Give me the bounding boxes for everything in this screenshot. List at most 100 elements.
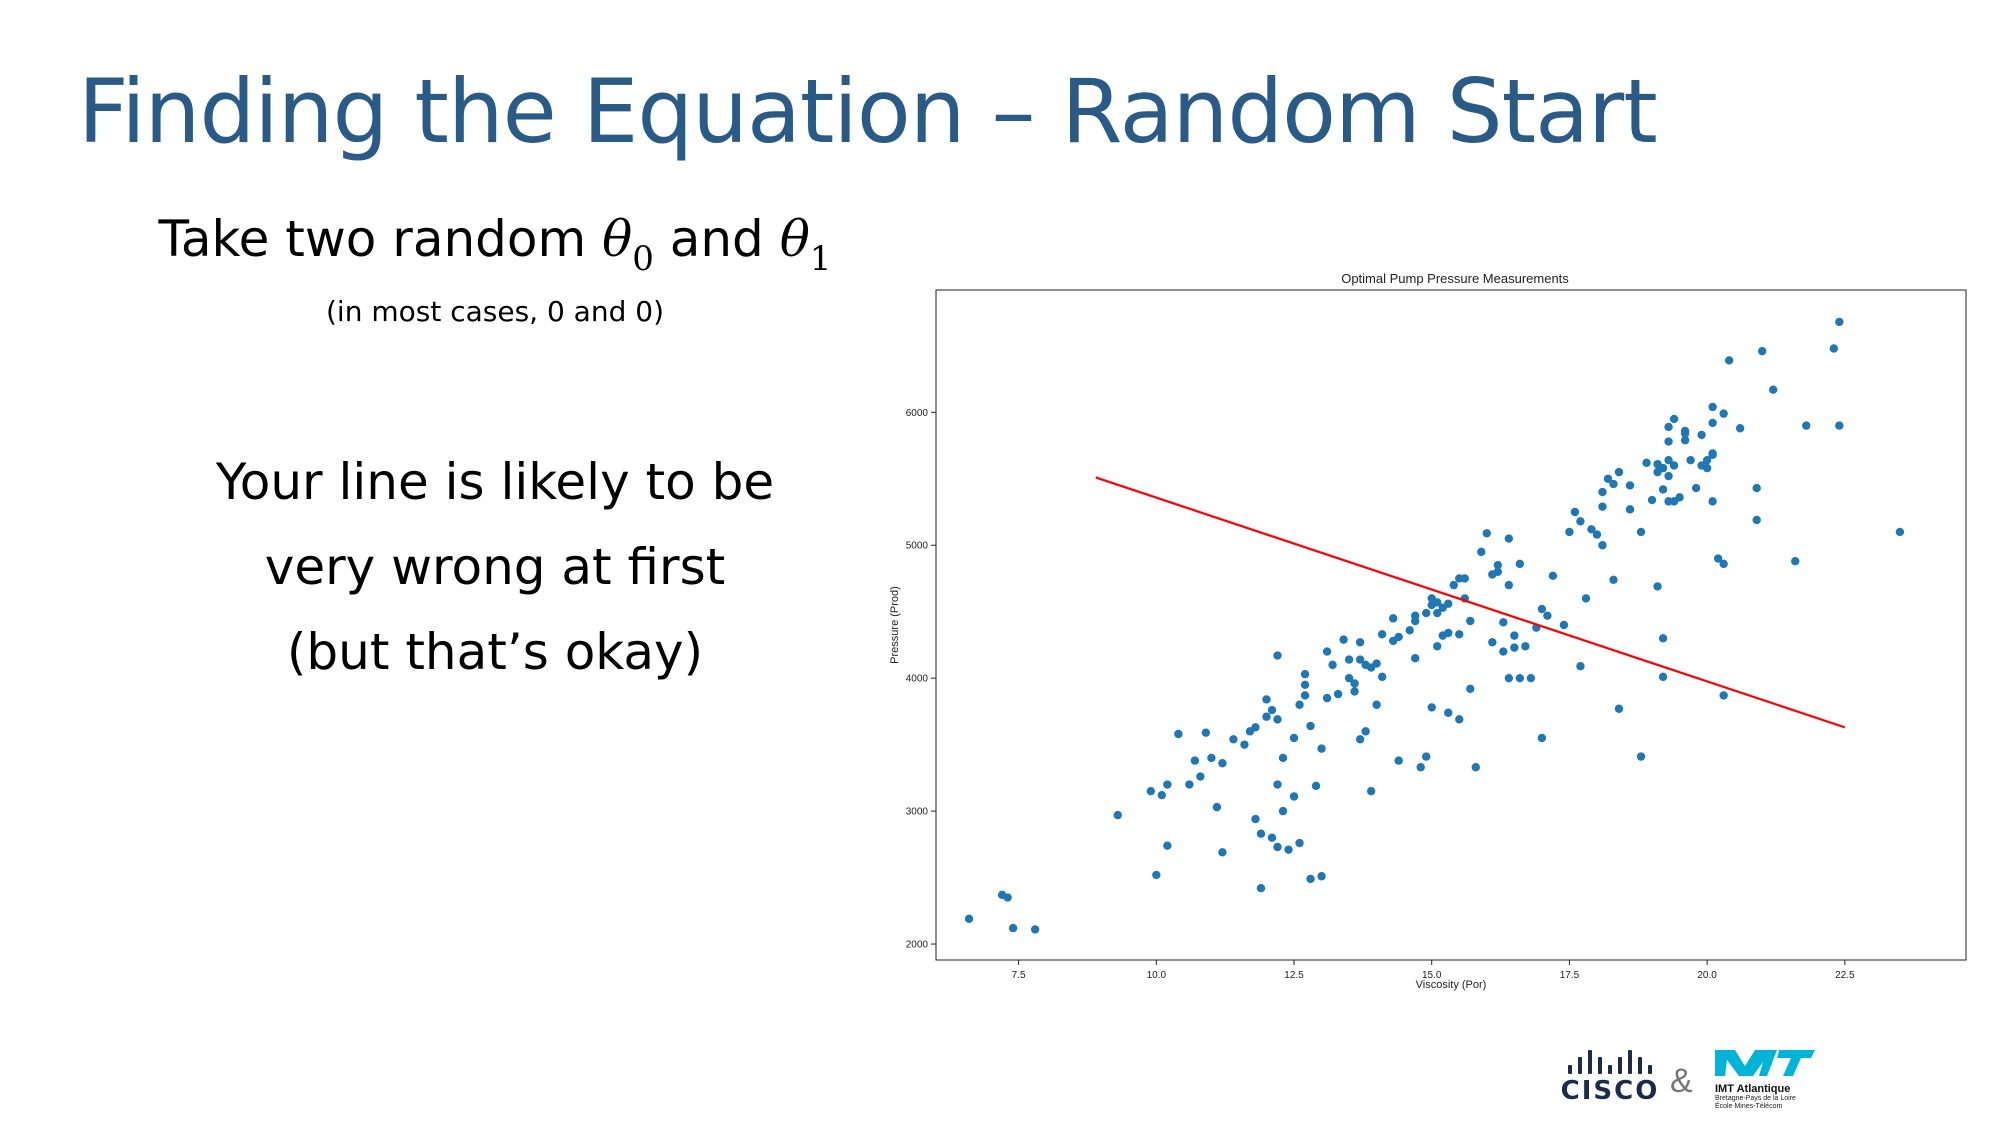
data-point — [1669, 414, 1679, 424]
data-point — [1262, 695, 1271, 704]
data-point — [1455, 715, 1464, 724]
data-point — [1752, 515, 1761, 525]
data-point — [1702, 463, 1712, 473]
scatter-chart: Optimal Pump Pressure Measurements 7.5 10… — [889, 271, 1967, 991]
data-point — [1300, 680, 1310, 690]
data-point — [1416, 763, 1425, 772]
x-tick-label: 12.5 — [1284, 970, 1304, 981]
data-point — [1471, 763, 1480, 772]
data-point — [1008, 923, 1018, 933]
imt-atlantique-logo: IMT Atlantique Bretagne-Pays de la Loire… — [1715, 1050, 1835, 1111]
data-point — [1366, 786, 1376, 796]
data-point — [1598, 541, 1607, 550]
data-point — [1708, 402, 1717, 412]
data-point — [1256, 884, 1266, 893]
data-point — [1548, 571, 1558, 581]
data-point — [1278, 753, 1288, 763]
data-point — [1405, 626, 1414, 635]
data-point — [1466, 684, 1475, 694]
data-point — [1664, 455, 1673, 465]
data-point — [1570, 507, 1580, 517]
data-point — [1422, 608, 1431, 618]
data-point — [1565, 527, 1574, 537]
data-point — [964, 914, 974, 923]
data-point — [1510, 643, 1519, 652]
data-point — [1295, 838, 1304, 848]
note-text: (in most cases, 0 and 0) — [325, 295, 664, 328]
lead-prefix: Take two random — [158, 210, 603, 268]
chart-title: Optimal Pump Pressure Measurements — [1341, 271, 1569, 286]
data-point — [1251, 814, 1260, 824]
cisco-bars-icon — [1560, 1050, 1660, 1074]
data-point — [1174, 729, 1183, 739]
data-point — [1410, 611, 1420, 620]
imt-sub-line-2: École Mines-Télécom — [1715, 1103, 1783, 1110]
data-point — [1300, 669, 1310, 679]
imt-mark-icon — [1715, 1050, 1815, 1076]
data-point — [1493, 567, 1503, 577]
data-point — [1196, 772, 1205, 781]
data-point — [1333, 689, 1343, 699]
data-point — [1526, 673, 1536, 683]
data-point — [1636, 527, 1646, 537]
data-point — [1702, 455, 1712, 465]
data-point — [1444, 599, 1453, 608]
data-point — [1394, 756, 1403, 765]
data-point — [1212, 802, 1222, 812]
data-point — [1306, 874, 1315, 884]
data-point — [1642, 458, 1651, 468]
data-point — [1614, 704, 1624, 713]
data-point — [1719, 559, 1728, 569]
data-point — [1658, 485, 1668, 494]
slide-title: Finding the Equation – Random Start — [78, 60, 1658, 163]
data-points — [964, 317, 1905, 934]
data-point — [1355, 735, 1365, 744]
regression-line-group — [1095, 476, 1846, 729]
data-point — [1482, 529, 1492, 538]
data-point — [1003, 893, 1012, 902]
data-point — [1708, 450, 1717, 460]
data-point — [1152, 870, 1161, 880]
data-point — [1273, 651, 1282, 660]
data-point — [1377, 672, 1387, 682]
data-point — [1581, 594, 1591, 603]
y-tick-label: 6000 — [906, 408, 929, 419]
data-point — [1504, 673, 1514, 683]
data-point — [1361, 727, 1370, 736]
theta-1: θ1 — [779, 210, 832, 279]
data-point — [1449, 580, 1458, 590]
data-point — [1251, 723, 1260, 732]
data-point — [1499, 618, 1508, 627]
data-point — [1488, 638, 1497, 647]
data-point — [1603, 474, 1613, 483]
data-point — [1322, 647, 1332, 656]
data-point — [1289, 792, 1299, 801]
data-point — [1262, 712, 1271, 721]
cisco-logo: CISCO — [1560, 1050, 1660, 1106]
data-point — [1499, 647, 1508, 656]
data-point — [1433, 598, 1442, 607]
data-point — [1708, 418, 1717, 428]
data-point — [1664, 471, 1673, 481]
data-point — [1515, 559, 1525, 569]
data-point — [1609, 575, 1618, 585]
data-point — [1835, 317, 1844, 327]
data-point — [1311, 781, 1321, 791]
data-point — [1229, 735, 1238, 744]
body-line-2: very wrong at first — [264, 538, 726, 596]
data-point — [1295, 700, 1304, 709]
data-point — [1218, 759, 1227, 768]
axis-ticks: 7.5 10.0 12.5 15.0 17.5 20.0 22.5 2000 3000 4000 5… — [906, 408, 1855, 981]
x-tick-label: 20.0 — [1697, 970, 1717, 981]
data-point — [1658, 463, 1668, 473]
data-point — [1543, 611, 1552, 620]
cisco-wordmark: CISCO — [1560, 1076, 1660, 1106]
data-point — [1163, 780, 1172, 789]
y-tick-label: 4000 — [906, 674, 929, 685]
data-point — [1769, 385, 1778, 394]
data-point — [1664, 437, 1673, 446]
data-point — [1510, 631, 1519, 640]
data-point — [1719, 409, 1728, 418]
x-tick-label: 7.5 — [1012, 970, 1026, 981]
data-point — [1433, 642, 1442, 651]
